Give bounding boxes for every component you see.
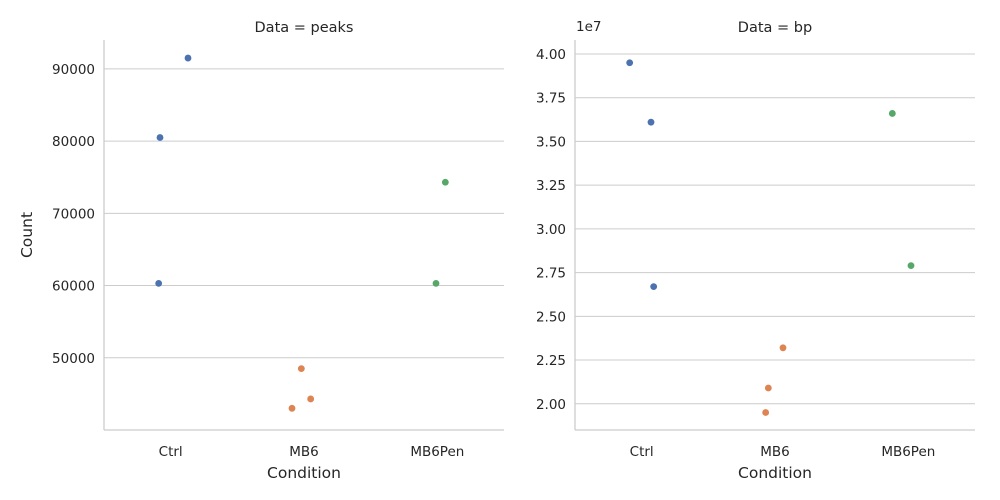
panel-title: Data = peaks — [255, 20, 354, 36]
x-tick-label: Ctrl — [630, 444, 654, 460]
panel-peaks: Data = peaks 50000 60000 70000 80000 90000 C… — [18, 20, 504, 482]
x-tick-label: MB6Pen — [881, 444, 935, 460]
x-tick-label: MB6 — [289, 444, 319, 460]
y-tick-label: 90000 — [52, 62, 95, 78]
data-point-mb6pen — [907, 262, 915, 270]
x-tick-labels: Ctrl MB6 MB6Pen — [630, 444, 936, 460]
panel-title: Data = bp — [738, 20, 812, 36]
data-point-ctrl — [647, 118, 655, 126]
y-tick-label: 2.25 — [536, 353, 566, 369]
data-point-ctrl — [650, 283, 658, 290]
data-point-mb6 — [762, 409, 770, 416]
y-tick-label: 4.00 — [536, 47, 566, 63]
x-tick-label: Ctrl — [159, 444, 183, 460]
data-point-ctrl — [155, 279, 163, 287]
y-tick-label: 60000 — [52, 279, 95, 295]
data-point-mb6 — [779, 344, 787, 352]
y-tick-label: 3.75 — [536, 91, 566, 107]
y-tick-label: 2.00 — [536, 397, 566, 413]
x-tick-label: MB6Pen — [410, 444, 464, 460]
data-point-ctrl — [626, 59, 634, 67]
x-tick-labels: Ctrl MB6 MB6Pen — [159, 444, 465, 460]
y-axis-label: Count — [18, 212, 36, 258]
y-tick-label: 50000 — [52, 351, 95, 367]
x-tick-label: MB6 — [760, 444, 790, 460]
y-tick-label: 70000 — [52, 206, 95, 222]
data-point-mb6 — [764, 384, 772, 392]
y-gridlines — [575, 53, 975, 405]
data-point-mb6 — [307, 395, 315, 403]
data-point-ctrl — [184, 54, 192, 62]
data-point-ctrl — [156, 134, 164, 141]
x-axis-label: Condition — [738, 464, 812, 482]
y-tick-label: 2.50 — [536, 309, 566, 325]
scatter-points — [155, 54, 449, 412]
y-offset-label: 1e7 — [576, 19, 601, 35]
data-point-mb6pen — [441, 178, 449, 186]
y-tick-label: 80000 — [52, 134, 95, 150]
y-gridlines — [104, 68, 504, 359]
y-tick-labels: 50000 60000 70000 80000 90000 — [52, 62, 95, 367]
data-point-mb6 — [288, 404, 296, 412]
y-tick-label: 3.00 — [536, 222, 566, 238]
y-tick-label: 2.75 — [536, 266, 566, 282]
panel-bp: Data = bp 1e7 2.00 2.25 2.50 2.75 3.00 3.25 3.… — [536, 19, 975, 482]
y-tick-labels: 2.00 2.25 2.50 2.75 3.00 3.25 3.50 3.75 4.00 — [536, 47, 566, 413]
y-tick-label: 3.25 — [536, 178, 566, 194]
data-point-mb6pen — [888, 110, 896, 117]
data-point-mb6 — [297, 365, 305, 373]
scatter-points — [626, 59, 915, 416]
y-tick-label: 3.50 — [536, 134, 566, 150]
data-point-mb6pen — [432, 279, 440, 287]
x-axis-label: Condition — [267, 464, 341, 482]
